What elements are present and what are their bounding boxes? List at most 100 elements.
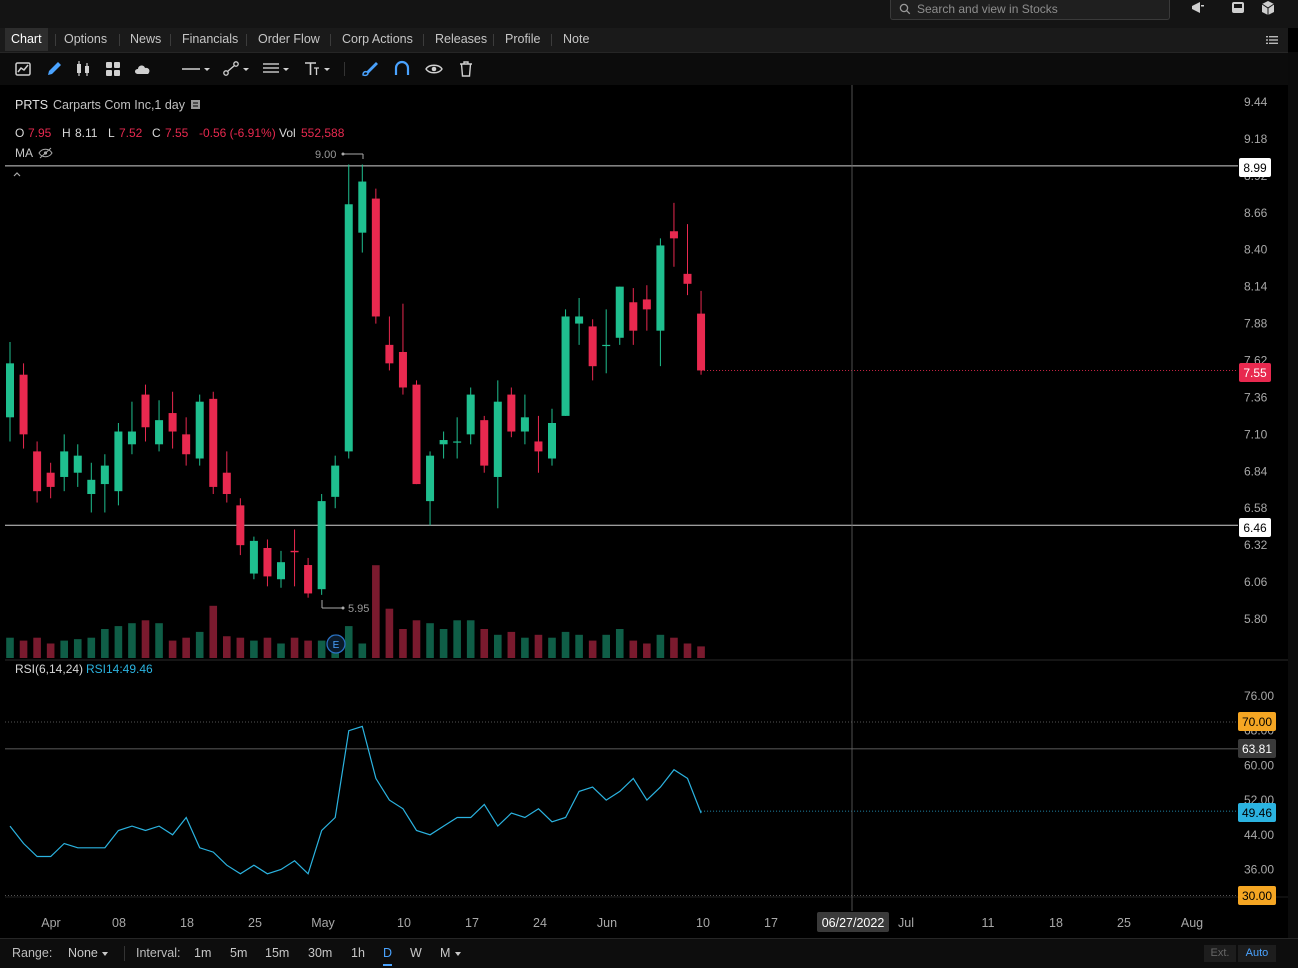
volume-bar [480, 629, 489, 658]
rsi-crosshair-badge: 63.81 [1238, 739, 1276, 758]
list-menu-icon[interactable] [1266, 34, 1278, 46]
high-marker-label: 9.00 [315, 149, 336, 161]
candle-body [412, 384, 421, 485]
volume-bar [168, 640, 177, 658]
tab-profile[interactable]: Profile [505, 32, 541, 46]
candle-body [73, 455, 82, 473]
time-tick-label: 24 [533, 916, 547, 930]
drawing-tool-icon[interactable] [222, 60, 252, 78]
candle-body [155, 420, 164, 445]
rsi-overbought-label: 70.00 [1242, 715, 1272, 729]
price-chart[interactable]: 9.449.188.928.668.408.147.887.627.367.10… [5, 85, 1288, 935]
volume-bar [60, 640, 68, 658]
volume-bar [114, 626, 123, 658]
volume-bar [385, 608, 394, 658]
eye-hidden-icon[interactable] [38, 147, 53, 159]
tab-financials[interactable]: Financials [182, 32, 239, 46]
megaphone-icon[interactable] [1190, 0, 1206, 16]
candle-body [561, 316, 570, 416]
candle-body [209, 398, 218, 487]
inbox-icon[interactable] [1230, 0, 1246, 16]
trash-icon[interactable] [457, 60, 475, 78]
draw-pencil-icon[interactable] [45, 60, 63, 78]
fibonacci-icon[interactable] [262, 60, 292, 78]
volume-bar [128, 623, 136, 658]
interval-1m[interactable]: 1m [194, 946, 212, 960]
volume-bar [263, 637, 272, 658]
volume-bar [317, 640, 326, 658]
volume-bar [33, 637, 41, 658]
change-value: -0.56 (-6.91%) [199, 126, 276, 140]
volume-bar [250, 640, 258, 658]
tab-releases[interactable]: Releases [435, 32, 488, 46]
search-box[interactable] [890, 0, 1170, 20]
time-tick-label: Jun [597, 916, 617, 930]
cube-icon[interactable] [1260, 0, 1276, 16]
layout-grid-icon[interactable] [104, 60, 122, 78]
tab-bar: Chart Options News Financials Order Flow… [0, 28, 1288, 52]
interval-d[interactable]: D [383, 946, 393, 966]
volume-bar [73, 639, 82, 658]
tab-note[interactable]: Note [563, 32, 590, 46]
chevron-down-icon [102, 951, 109, 956]
volume-bar [656, 634, 665, 658]
volume-bar [155, 623, 163, 658]
price-tick-label: 9.44 [1244, 95, 1268, 109]
time-tick-label: Jul [898, 916, 914, 930]
magnet-icon[interactable] [393, 60, 411, 78]
hline-lower-badge[interactable]: 6.46 [1239, 518, 1271, 537]
tab-corp-actions[interactable]: Corp Actions [342, 32, 413, 46]
eye-icon[interactable] [425, 60, 443, 78]
crosshair-date-badge: 06/27/2022 [817, 912, 889, 932]
candle-body [317, 501, 326, 590]
hline-upper-badge[interactable]: 8.99 [1239, 158, 1271, 177]
candle-body [453, 441, 462, 443]
candle-body [520, 417, 529, 432]
candle-body [19, 374, 28, 435]
instrument-name: Carparts Com Inc,1 day [53, 98, 186, 112]
extended-hours-toggle[interactable]: Ext. [1204, 945, 1236, 962]
low-marker-label: 5.95 [348, 603, 369, 615]
text-tool-icon[interactable] [303, 60, 333, 78]
candle-body [480, 420, 489, 466]
interval-1h[interactable]: 1h [351, 946, 365, 960]
volume-bar [6, 637, 14, 658]
volume-bar [46, 643, 55, 658]
chart-type-icon[interactable] [14, 60, 32, 78]
interval-w[interactable]: W [410, 946, 422, 960]
search-input[interactable] [917, 1, 1157, 17]
range-select[interactable]: None [68, 946, 109, 960]
interval-15m[interactable]: 15m [265, 946, 290, 960]
search-icon [899, 3, 911, 15]
crosshair-date-label: 06/27/2022 [822, 916, 885, 930]
candle-body [588, 326, 597, 367]
legend-toggle-icon[interactable] [191, 100, 200, 109]
bottom-bar: Range: None Interval: 1m 5m 15m 30m 1h D… [0, 938, 1298, 968]
tab-order-flow[interactable]: Order Flow [258, 32, 320, 46]
interval-30m[interactable]: 30m [308, 946, 333, 960]
volume-bar [19, 640, 28, 658]
collapse-chevron-icon[interactable] [13, 172, 21, 177]
tab-chart[interactable]: Chart [5, 28, 48, 51]
line-style-icon[interactable] [180, 60, 212, 78]
price-tick-label: 6.06 [1244, 575, 1268, 589]
high-marker: 9.00 [315, 149, 364, 161]
low-label: L [108, 126, 115, 140]
cloud-icon[interactable] [133, 60, 153, 78]
earnings-marker[interactable]: E [326, 634, 346, 654]
time-tick-label: Aug [1181, 916, 1203, 930]
brush-icon[interactable] [361, 60, 379, 78]
candle-body [683, 273, 692, 284]
volume-bar [615, 629, 624, 658]
auto-scale-toggle[interactable]: Auto [1238, 945, 1276, 962]
tab-news[interactable]: News [130, 32, 162, 46]
candle-body [141, 394, 150, 428]
tab-divider [423, 34, 424, 46]
volume-bar [561, 631, 570, 658]
rsi-label: RSI(6,14,24) [15, 662, 83, 676]
interval-m-select[interactable]: M [440, 946, 462, 960]
interval-5m[interactable]: 5m [230, 946, 248, 960]
candle-body [507, 394, 516, 432]
candlestick-icon[interactable] [74, 60, 92, 78]
tab-options[interactable]: Options [64, 32, 108, 46]
